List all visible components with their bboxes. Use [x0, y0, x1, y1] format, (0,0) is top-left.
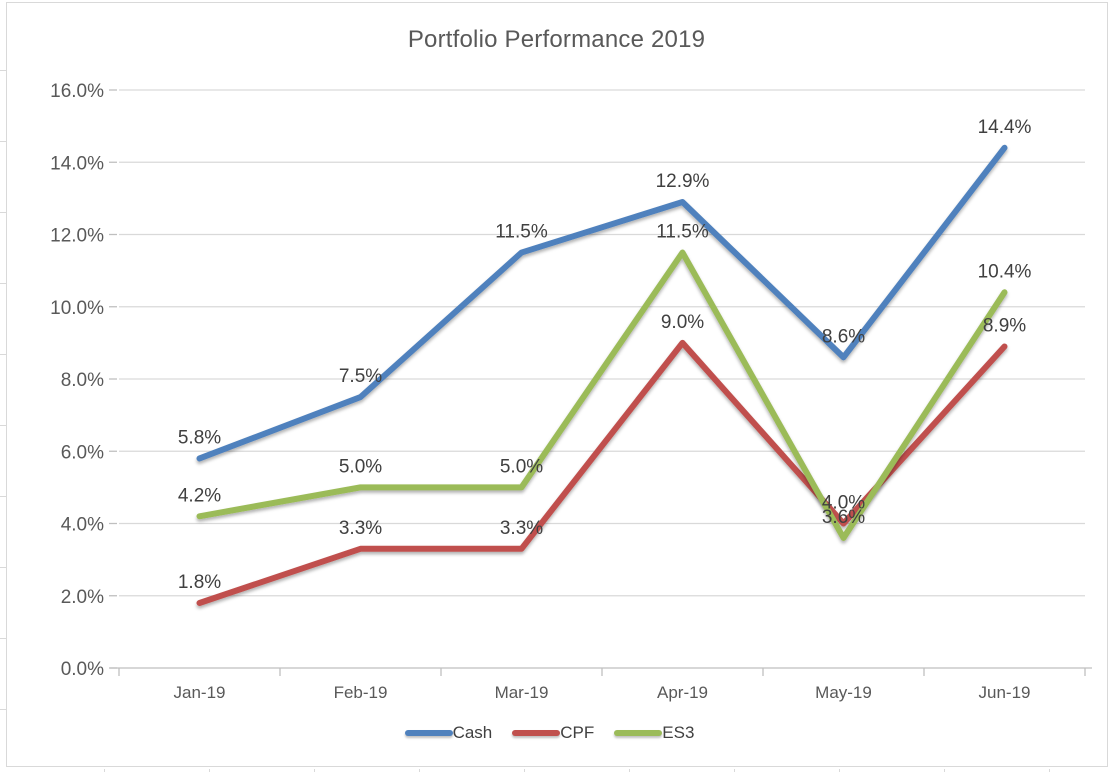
- gridlines: [119, 89, 1085, 597]
- legend-swatch-cash: [404, 730, 453, 736]
- x-axis-label: May-19: [815, 683, 872, 702]
- chart-frame: [6, 2, 1108, 767]
- series-line-cash[interactable]: [196, 144, 1008, 462]
- worksheet-gridline-stubs-left: [0, 0, 6, 772]
- legend: Cash CPF ES3: [0, 723, 1113, 743]
- chart-title: Portfolio Performance 2019: [407, 26, 706, 53]
- data-label-es3: 5.0%: [339, 456, 382, 477]
- data-label-cpf: 4.0%: [822, 493, 865, 514]
- legend-label: ES3: [662, 723, 695, 742]
- series-line-es3[interactable]: [196, 249, 1008, 541]
- data-label-cash: 5.8%: [178, 427, 221, 448]
- y-axis-tick-label: 12.0%: [50, 226, 104, 247]
- x-axis-label: Jan-19: [174, 683, 226, 702]
- y-axis-tick-label: 16.0%: [50, 81, 104, 102]
- worksheet-gridline-stubs-bottom: [0, 769, 1113, 772]
- data-label-cpf: 9.0%: [661, 312, 704, 333]
- legend-label: CPF: [560, 723, 595, 742]
- x-axis-label: Feb-19: [334, 683, 388, 702]
- data-label-cash: 7.5%: [339, 366, 382, 387]
- data-label-cash: 14.4%: [978, 117, 1032, 138]
- data-label-es3: 3.6%: [822, 507, 865, 528]
- legend-label: Cash: [452, 723, 493, 742]
- x-axis-label: Apr-19: [657, 683, 708, 702]
- data-label-es3: 5.0%: [500, 456, 543, 477]
- data-label-cpf: 1.8%: [178, 572, 221, 593]
- y-axis-tick-label: 10.0%: [50, 298, 104, 319]
- data-label-cash: 8.6%: [822, 326, 865, 347]
- data-label-es3: 11.5%: [656, 222, 709, 243]
- data-label-es3: 10.4%: [978, 261, 1032, 282]
- y-axis-tick-label: 6.0%: [61, 442, 104, 463]
- legend-swatch-cpf: [512, 730, 561, 736]
- y-axis-tick-label: 0.0%: [61, 659, 104, 680]
- y-axis-tick-label: 4.0%: [61, 515, 104, 536]
- data-labels: 5.8% 7.5% 11.5% 12.9% 8.6% 14.4% 1.8% 3.3% 3.3% 9…: [178, 117, 1032, 593]
- axes: [109, 89, 1092, 676]
- legend-item-cash[interactable]: Cash: [404, 723, 507, 743]
- x-axis-label: Jun-19: [979, 683, 1031, 702]
- data-label-cpf: 3.3%: [500, 518, 543, 539]
- legend-item-cpf[interactable]: CPF: [512, 723, 608, 743]
- data-label-cpf: 3.3%: [339, 518, 382, 539]
- y-axis-tick-label: 14.0%: [50, 153, 104, 174]
- legend-item-es3[interactable]: ES3: [614, 723, 708, 743]
- y-axis-tick-label: 2.0%: [61, 587, 104, 608]
- data-label-es3: 4.2%: [178, 485, 221, 506]
- data-label-cash: 11.5%: [495, 222, 548, 243]
- axis-tick-labels: 0.0% 2.0% 4.0% 6.0% 8.0% 10.0% 12.0% 14.0% 16.0%…: [50, 81, 1030, 702]
- data-label-cpf: 8.9%: [983, 315, 1026, 336]
- legend-swatch-es3: [614, 730, 663, 736]
- data-label-cash: 12.9%: [656, 171, 710, 192]
- x-axis-label: Mar-19: [495, 683, 549, 702]
- y-axis-tick-label: 8.0%: [61, 370, 104, 391]
